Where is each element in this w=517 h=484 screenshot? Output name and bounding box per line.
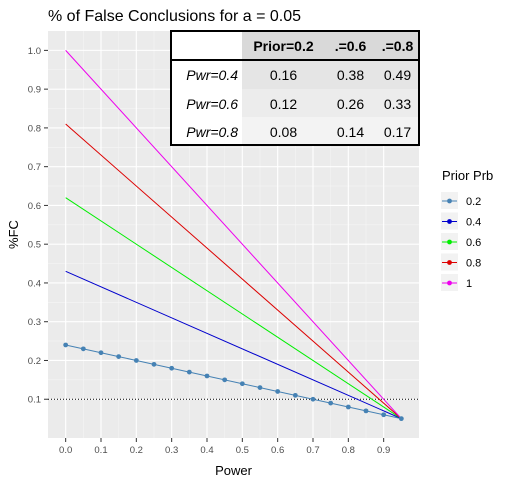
table-row-bg: [242, 89, 419, 117]
legend: Prior Prb 0.2 0.4 0.6 0.8 1: [441, 168, 493, 291]
table-header-cell: [376, 31, 419, 60]
data-point: [98, 350, 104, 356]
x-tick-label: 0.5: [236, 445, 249, 456]
x-tick-label: 0.3: [165, 445, 178, 456]
table-header-label: Prior=0.2: [253, 38, 314, 54]
data-point: [328, 400, 334, 406]
data-point: [151, 361, 157, 367]
series-line-0.6: [65, 197, 402, 420]
series-line-1: [65, 50, 402, 419]
y-tick-label: 0.6: [28, 201, 41, 212]
legend-label: 1: [466, 278, 472, 290]
table-cell: 0.14: [337, 124, 364, 140]
data-point: [275, 389, 281, 394]
legend-label: 0.6: [466, 237, 481, 249]
table-cell: 0.12: [270, 96, 297, 112]
table-header-label: .=0.6: [335, 38, 367, 54]
table-row-bg: [242, 60, 419, 89]
y-tick-label: 1.0: [28, 46, 41, 57]
y-tick-label: 0.7: [28, 162, 41, 173]
data-point: [363, 408, 369, 414]
data-point: [80, 346, 86, 352]
legend-key-point: [447, 239, 452, 245]
data-point: [133, 358, 139, 363]
table-cell: 0.17: [384, 124, 411, 140]
x-axis: 0.0 0.1 0.2 0.3 0.4 0.5 0.6 0.7 0.8 0.9: [59, 438, 390, 456]
y-tick-label: 0.4: [28, 278, 41, 289]
data-point: [310, 396, 316, 402]
data-point: [63, 342, 69, 348]
table-cell: 0.49: [384, 67, 411, 83]
x-tick-label: 0.6: [271, 445, 284, 456]
data-point: [292, 392, 298, 398]
table-cell: 0.26: [337, 96, 364, 112]
chart-title: % of False Conclusions for a = 0.05: [48, 8, 301, 25]
legend-label: 0.8: [466, 258, 481, 270]
series-lines: [65, 50, 402, 420]
series-line-0.4: [65, 270, 402, 420]
x-tick-label: 0.9: [377, 445, 390, 456]
series-line-0.2: [65, 344, 402, 420]
y-tick-label: 0.9: [28, 85, 41, 96]
legend-label: 0.4: [466, 217, 481, 229]
data-point: [204, 373, 210, 379]
table-row-label: Pwr=0.8: [186, 124, 238, 140]
x-tick-label: 0.0: [59, 445, 72, 456]
table-row-label: Pwr=0.4: [186, 67, 238, 83]
data-point: [345, 404, 351, 410]
data-point: [239, 381, 245, 387]
x-tick-label: 0.1: [94, 445, 107, 456]
y-tick-label: 0.5: [28, 240, 41, 251]
table-header-cell: [242, 31, 325, 60]
table-cell: 0.33: [384, 96, 411, 112]
y-tick-label: 0.3: [28, 317, 41, 328]
legend-key-point: [447, 219, 452, 224]
x-tick-label: 0.4: [200, 445, 213, 456]
legend-key-point: [447, 260, 452, 265]
table-border: [170, 30, 420, 146]
y-tick-label: 0.2: [28, 356, 41, 367]
table-row-label: Pwr=0.6: [186, 96, 238, 112]
legend-title: Prior Prb: [442, 168, 493, 183]
data-point: [381, 412, 387, 418]
data-point: [398, 416, 404, 422]
table-cell: 0.38: [337, 67, 364, 83]
table-header-label: .=0.8: [382, 38, 414, 54]
summary-table: Prior=0.2 .=0.6 .=0.8 Pwr=0.4 0.16 0.38 0.49 Pw…: [170, 30, 420, 146]
data-point: [257, 385, 263, 391]
x-tick-label: 0.7: [306, 445, 319, 456]
y-axis-label: %FC: [6, 220, 21, 249]
data-point: [222, 377, 228, 383]
y-axis: 0.1 0.2 0.3 0.4 0.5 0.6 0.7 0.8 0.9 1.0: [28, 46, 48, 406]
legend-key-point: [447, 280, 452, 286]
table-cell: 0.08: [270, 124, 297, 140]
table-header-cell: [325, 31, 376, 60]
data-point: [116, 354, 122, 359]
y-tick-label: 0.8: [28, 123, 41, 134]
legend-label: 0.2: [466, 196, 481, 208]
x-tick-label: 0.2: [130, 445, 143, 456]
table-cell: 0.16: [270, 67, 297, 83]
series-points: [63, 342, 404, 422]
table-row-bg: [242, 117, 419, 145]
x-tick-label: 0.8: [342, 445, 355, 456]
x-axis-label: Power: [215, 463, 253, 478]
y-tick-label: 0.1: [28, 395, 41, 406]
legend-key-point: [447, 198, 452, 204]
series-line-0.8: [65, 123, 402, 419]
data-point: [186, 369, 192, 375]
data-point: [169, 365, 175, 371]
